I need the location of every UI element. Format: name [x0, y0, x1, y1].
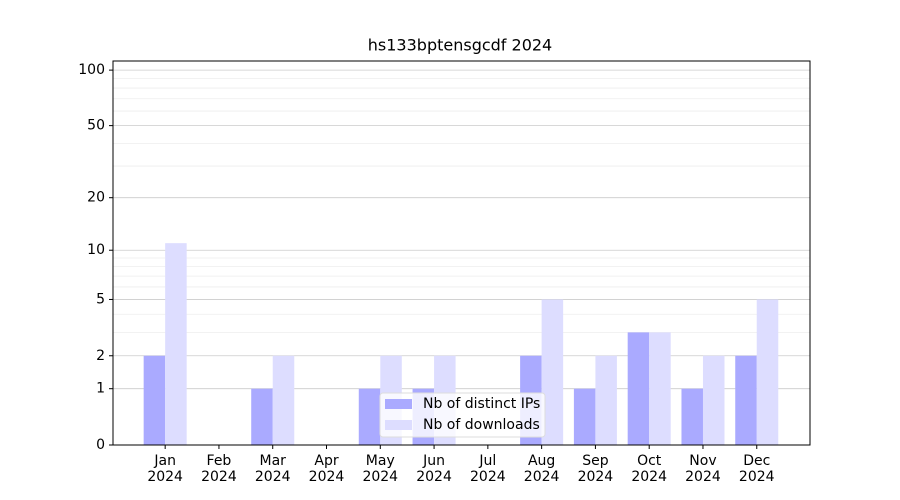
- bar: [573, 388, 596, 445]
- x-tick-label: Dec 2024: [738, 453, 775, 485]
- legend-box: [379, 392, 546, 438]
- x-tick-label: Jan 2024: [147, 453, 183, 485]
- bar: [272, 355, 295, 445]
- y-tick-label: 2: [96, 348, 105, 364]
- bar: [358, 388, 381, 445]
- y-tick-label: 1: [96, 381, 105, 397]
- y-tick-label: 10: [87, 242, 105, 258]
- bar: [649, 332, 671, 445]
- x-tick-label: Apr 2024: [308, 453, 345, 485]
- bar: [251, 388, 273, 445]
- x-tick-label: Mar 2024: [254, 453, 291, 485]
- y-tick-label: 0: [96, 437, 105, 453]
- x-tick-label: Jun 2024: [416, 453, 452, 485]
- bar: [702, 355, 725, 445]
- bar: [627, 332, 650, 445]
- x-tick-label: Sep 2024: [577, 453, 614, 485]
- bar: [595, 355, 617, 445]
- y-tick-label: 100: [78, 62, 105, 78]
- y-tick-label: 50: [87, 118, 105, 134]
- y-tick-label: 20: [87, 190, 105, 206]
- bar: [681, 388, 703, 445]
- bar: [756, 299, 779, 445]
- x-tick-label: May 2024: [362, 453, 399, 485]
- legend-label: Nb of distinct IPs: [423, 396, 540, 412]
- axes-frame: [112, 60, 811, 446]
- legend-swatch: [385, 420, 412, 430]
- x-tick-label: Aug 2024: [523, 453, 560, 485]
- chart-title: hs133bptensgcdf 2024: [368, 36, 552, 55]
- bar: [143, 355, 166, 445]
- x-tick-label: Oct 2024: [631, 453, 667, 485]
- bar: [735, 355, 757, 445]
- x-tick-label: Feb 2024: [201, 453, 237, 485]
- x-tick-label: Nov 2024: [685, 453, 721, 485]
- bar: [165, 243, 187, 445]
- legend-label: Nb of downloads: [423, 417, 540, 433]
- legend-swatch: [385, 399, 412, 409]
- x-tick-label: Jul 2024: [470, 453, 506, 485]
- bar: [541, 299, 564, 445]
- legend: Nb of distinct IPs Nb of downloads: [379, 392, 546, 438]
- y-tick-label: 5: [96, 291, 105, 307]
